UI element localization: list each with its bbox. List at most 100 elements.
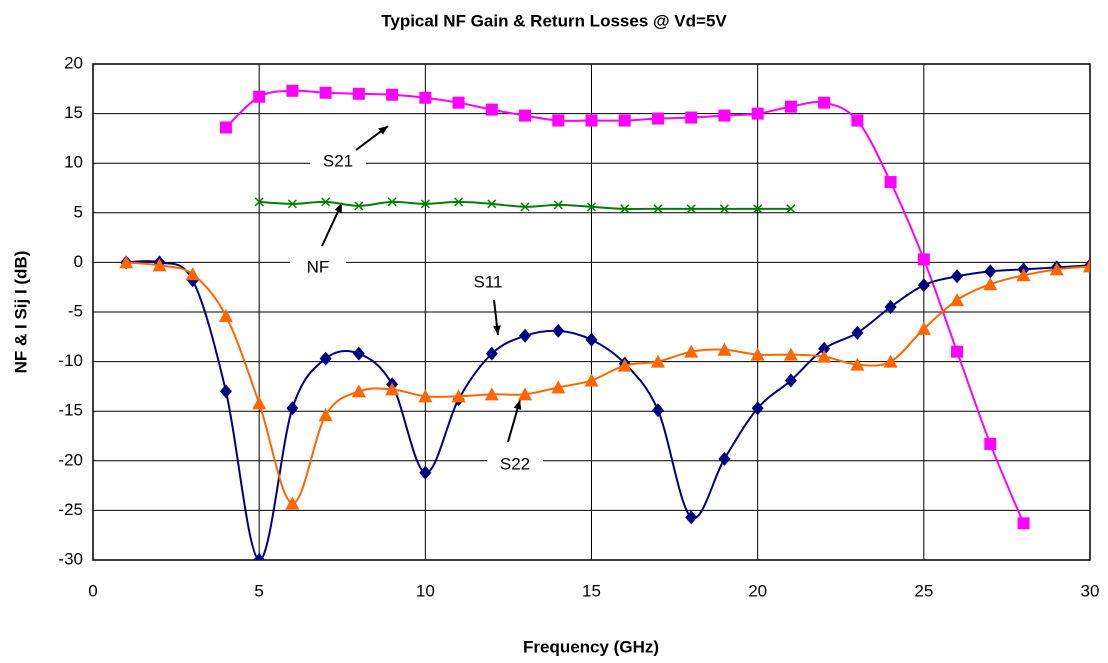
marker — [917, 253, 930, 266]
marker — [751, 107, 764, 120]
x-tick-label: 20 — [748, 581, 767, 600]
x-tick-label: 0 — [88, 581, 97, 600]
marker — [454, 197, 464, 207]
marker — [951, 345, 964, 358]
marker — [783, 347, 798, 361]
marker — [485, 103, 498, 116]
marker — [518, 387, 533, 401]
marker — [983, 277, 998, 291]
marker — [950, 293, 965, 307]
marker — [252, 396, 267, 410]
marker — [916, 321, 931, 335]
y-tick-label: -30 — [58, 549, 83, 568]
arrow-head — [378, 126, 388, 135]
marker — [352, 87, 365, 100]
marker — [385, 382, 400, 396]
marker — [254, 197, 264, 207]
y-tick-label: -15 — [58, 401, 83, 420]
marker — [553, 200, 563, 210]
y-tick-label: -20 — [58, 450, 83, 469]
marker — [617, 358, 632, 372]
marker — [851, 325, 864, 340]
marker — [817, 349, 832, 363]
plot-border — [92, 63, 1091, 561]
marker — [253, 90, 266, 103]
marker — [884, 176, 897, 189]
marker — [718, 109, 731, 122]
marker — [1016, 268, 1031, 282]
marker — [287, 199, 297, 209]
marker — [818, 96, 831, 109]
y-tick-label: -10 — [58, 351, 83, 370]
marker — [684, 344, 699, 358]
marker — [786, 204, 796, 214]
marker — [917, 278, 930, 293]
x-tick-label: 15 — [582, 581, 601, 600]
marker — [386, 88, 399, 101]
marker — [286, 84, 299, 97]
marker — [984, 264, 997, 279]
marker — [653, 204, 663, 214]
marker — [419, 465, 432, 480]
marker — [884, 300, 897, 315]
marker — [585, 332, 598, 347]
marker — [784, 373, 797, 388]
marker — [618, 114, 631, 127]
marker — [818, 341, 831, 356]
marker — [387, 197, 397, 207]
x-tick-label: 5 — [254, 581, 263, 600]
marker — [321, 197, 331, 207]
marker — [686, 204, 696, 214]
marker — [717, 342, 732, 356]
y-axis-label: NF & I Sij I (dB) — [11, 251, 30, 374]
marker — [850, 357, 865, 371]
x-tick-label: 25 — [914, 581, 933, 600]
marker — [185, 267, 200, 281]
marker — [851, 114, 864, 127]
marker — [253, 553, 266, 560]
marker — [1049, 262, 1064, 276]
marker — [984, 437, 997, 450]
marker — [285, 496, 300, 510]
marker — [519, 328, 532, 343]
y-tick-label: 5 — [74, 202, 83, 221]
arrow-head — [334, 203, 342, 213]
arrow-head — [493, 325, 501, 335]
label-bg — [460, 271, 516, 295]
marker — [951, 269, 964, 284]
marker — [219, 121, 232, 134]
marker — [319, 86, 332, 99]
marker — [419, 91, 432, 104]
x-axis-label: Frequency (GHz) — [523, 637, 659, 656]
marker — [152, 258, 167, 272]
marker — [620, 204, 630, 214]
marker — [750, 347, 765, 361]
marker — [485, 346, 498, 361]
annotation: S21 — [323, 151, 353, 170]
y-tick-label: -25 — [58, 500, 83, 519]
arrow-head — [513, 400, 522, 410]
y-tick-label: -5 — [68, 301, 83, 320]
marker — [585, 114, 598, 127]
marker — [1083, 259, 1090, 273]
marker — [751, 401, 764, 416]
marker — [218, 308, 233, 322]
annotation: S11 — [474, 272, 503, 291]
chart-title: Typical NF Gain & Return Losses @ Vd=5V — [381, 11, 727, 30]
marker — [354, 201, 364, 211]
marker — [651, 112, 664, 125]
marker — [420, 199, 430, 209]
marker — [319, 351, 332, 366]
marker — [685, 510, 698, 525]
marker — [519, 109, 532, 122]
series-group — [119, 84, 1090, 560]
marker — [318, 408, 333, 422]
marker — [452, 96, 465, 109]
marker — [520, 202, 530, 212]
marker — [753, 204, 763, 214]
marker — [584, 373, 599, 387]
marker — [552, 114, 565, 127]
marker — [586, 202, 597, 212]
marker — [451, 389, 466, 403]
marker — [719, 204, 729, 214]
